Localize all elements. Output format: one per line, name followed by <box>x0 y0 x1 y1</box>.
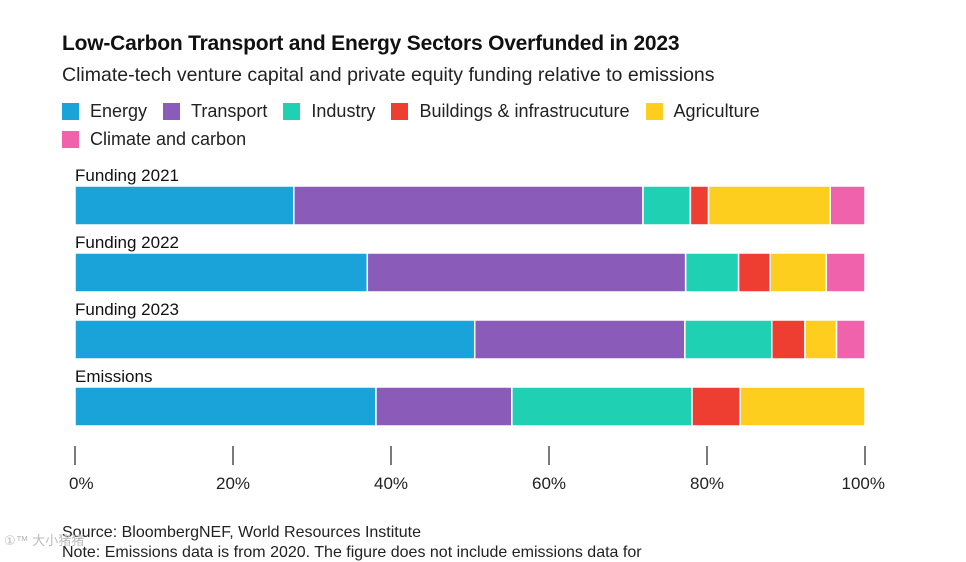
legend-swatch <box>283 102 301 120</box>
legend-item: Transport <box>163 101 267 121</box>
bar-segment <box>825 252 866 293</box>
legend-label: Agriculture <box>673 100 760 121</box>
watermark: ①™ 大小猪猪 <box>4 533 85 548</box>
bar-segment <box>642 185 692 226</box>
legend-swatch <box>62 130 79 148</box>
legend-label: Buildings & infrastrucuture <box>419 100 630 121</box>
x-tick-label: 100% <box>842 474 885 493</box>
legend-label: Industry <box>311 100 376 121</box>
bar-segment <box>293 185 644 226</box>
legend-item: Climate and carbon <box>62 129 246 149</box>
bar-segment <box>366 252 687 293</box>
category-label: Funding 2022 <box>75 233 179 252</box>
source-note: Source: BloombergNEF, World Resources In… <box>62 524 421 541</box>
legend-swatch <box>163 102 181 120</box>
x-tick-label: 40% <box>374 474 408 493</box>
legend-item: Agriculture <box>645 100 760 121</box>
chart-title: Low-Carbon Transport and Energy Sectors … <box>62 32 680 55</box>
bar-segment <box>835 319 866 360</box>
legend-item: Energy <box>62 101 147 121</box>
bar-segment <box>74 252 369 293</box>
chart-subtitle: Climate-tech venture capital and private… <box>62 64 715 86</box>
bar-segment <box>74 185 295 226</box>
footnote: Note: Emissions data is from 2020. The f… <box>62 544 642 561</box>
bar-segment <box>511 386 693 427</box>
chart-legend: Energy Transport Industry Buildings & infra… <box>62 101 862 149</box>
bar-segment <box>74 319 476 360</box>
bar-segment <box>689 185 710 226</box>
legend-swatch <box>645 102 663 120</box>
x-tick-label: 80% <box>690 474 724 493</box>
legend-label: Climate and carbon <box>90 128 247 149</box>
x-tick-label: 0% <box>69 474 94 493</box>
legend-label: Energy <box>90 100 148 121</box>
x-tick-label: 20% <box>216 474 250 493</box>
bar-segment <box>769 252 828 293</box>
legend-swatch <box>391 102 409 120</box>
category-label: Funding 2023 <box>75 300 179 319</box>
x-tick-label: 60% <box>532 474 566 493</box>
bar-segment <box>74 386 377 427</box>
bar-segment <box>375 386 513 427</box>
bar-segment <box>684 252 740 293</box>
bar-segment <box>771 319 806 360</box>
bar-segment <box>684 319 773 360</box>
legend-label: Transport <box>191 100 268 121</box>
bar-segment <box>473 319 686 360</box>
category-label: Emissions <box>75 367 152 386</box>
bar-segment <box>829 185 866 226</box>
legend-item: Industry <box>283 101 375 121</box>
bar-segment <box>707 185 831 226</box>
bar-segment <box>804 319 838 360</box>
category-label: Funding 2021 <box>75 166 179 185</box>
bar-segment <box>737 252 771 293</box>
bar-segment <box>739 386 866 427</box>
bar-segment <box>691 386 741 427</box>
legend-swatch <box>62 102 79 120</box>
legend-item: Buildings & infrastrucuture <box>391 100 630 121</box>
